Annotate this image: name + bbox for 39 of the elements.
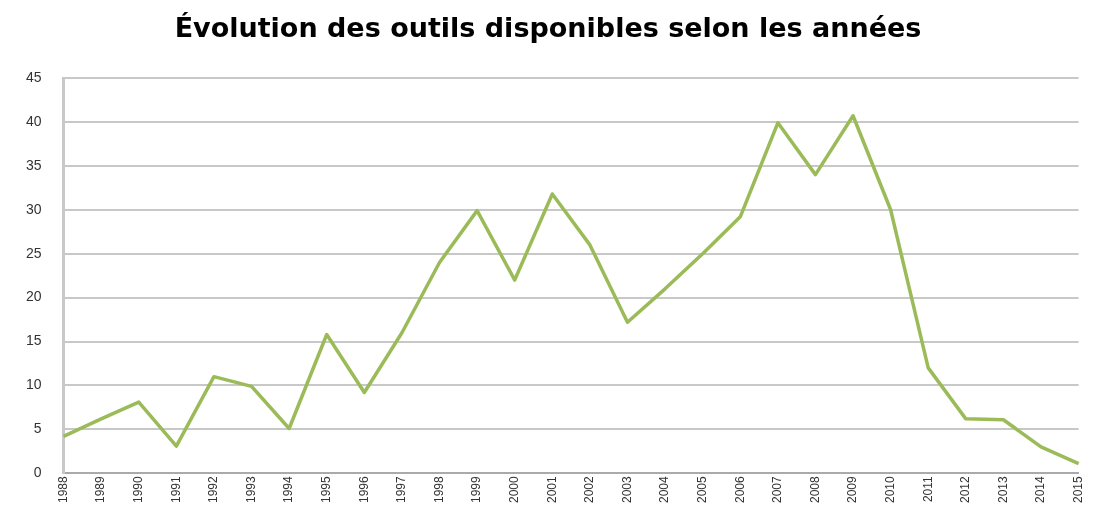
y-tick-label: 5 [33,420,42,437]
x-tick-label: 1992 [206,475,221,504]
x-tick-label: 1991 [168,475,183,504]
y-tick-label: 30 [25,200,42,217]
x-tick-label: 2012 [958,475,973,504]
x-tick-label: 1999 [469,475,484,504]
x-tick-label: 1993 [243,475,258,504]
x-tick-label: 2008 [807,475,822,504]
x-tick-label: 1997 [394,475,409,504]
x-tick-label: 2007 [770,475,785,504]
x-tick-label: 2003 [619,475,634,504]
x-tick-label: 2015 [1070,475,1085,504]
y-tick-label: 25 [25,244,42,261]
x-tick-label: 1989 [93,475,108,504]
chart-title: Évolution des outils disponibles selon les années [173,12,923,43]
x-tick-label: 1998 [431,475,446,504]
x-tick-label: 1994 [281,475,296,504]
x-tick-label: 2004 [657,475,672,504]
x-tick-label: 2006 [732,475,747,504]
x-tick-label: 1995 [319,475,334,504]
x-tick-label: 2005 [694,475,709,504]
x-tick-label: 2002 [582,475,597,504]
y-tick-label: 15 [25,332,42,349]
y-tick-label: 40 [25,112,42,129]
x-tick-label: 1988 [55,475,70,504]
x-tick-label: 2013 [995,475,1010,504]
y-tick-label: 45 [25,68,42,85]
x-tick-label: 2014 [1033,475,1048,504]
x-tick-label: 2001 [544,475,559,504]
y-tick-label: 10 [25,376,42,393]
x-tick-label: 1996 [356,475,371,504]
x-tick-label: 1990 [131,475,146,504]
x-tick-label: 2011 [920,475,935,503]
x-tick-label: 2009 [845,475,860,504]
y-tick-label: 0 [33,464,42,481]
x-tick-label: 2000 [507,475,522,504]
y-tick-label: 20 [25,288,42,305]
x-tick-label: 2010 [882,475,897,504]
y-tick-label: 35 [25,156,42,173]
